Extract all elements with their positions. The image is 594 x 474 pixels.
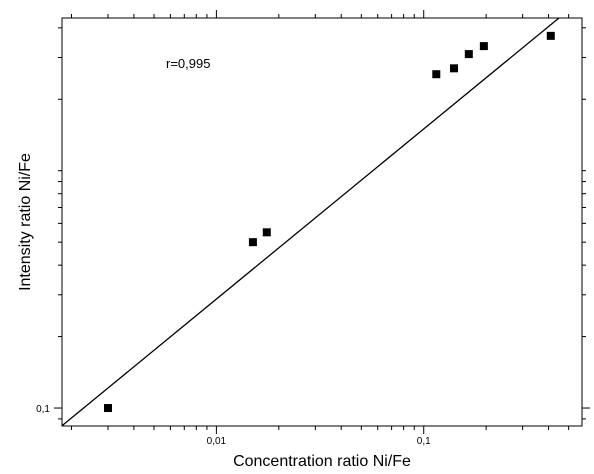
x-tick-label: 0,1 <box>417 436 431 447</box>
data-point <box>450 64 459 73</box>
data-point <box>262 228 271 237</box>
data-point <box>432 70 441 79</box>
major-ticks <box>54 10 590 434</box>
data-points <box>103 31 555 413</box>
fit-line-group <box>61 17 560 427</box>
data-point <box>248 238 257 247</box>
fit-line <box>61 17 560 427</box>
plot-frame <box>61 17 583 427</box>
x-tick-label: 0,01 <box>207 436 227 447</box>
y-axis-title: Intensity ratio Ni/Fe <box>17 153 34 291</box>
x-axis-title: Concentration ratio Ni/Fe <box>233 453 411 470</box>
data-point <box>479 42 488 51</box>
data-point <box>464 50 473 59</box>
data-point <box>103 404 112 413</box>
correlation-annotation: r=0,995 <box>166 56 210 71</box>
tick-labels: 0,01 0,1 0,1 <box>36 404 431 447</box>
y-tick-label: 0,1 <box>36 404 50 415</box>
data-point <box>546 31 555 40</box>
minor-ticks <box>58 14 586 430</box>
